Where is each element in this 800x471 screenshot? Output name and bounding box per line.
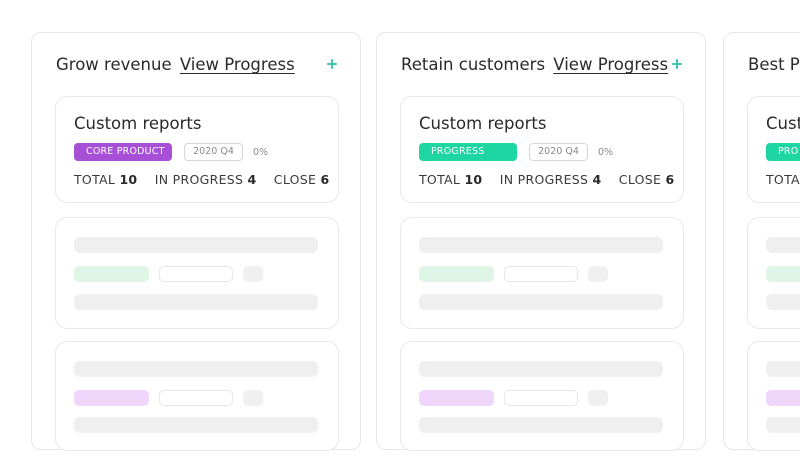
view-progress-link[interactable]: View Progress [553, 55, 669, 74]
placeholder-line [766, 237, 800, 253]
placeholder-chip [74, 390, 149, 406]
quarter-tag: 2020 Q4 [529, 143, 588, 161]
column-title: Retain customers [401, 55, 546, 74]
report-card[interactable]: Cust PRO TOTA [747, 96, 800, 203]
column-title: Best P [748, 55, 800, 74]
placeholder-chip [419, 266, 494, 282]
placeholder-small [243, 390, 263, 406]
tag-row: PROGRESS 2020 Q4 0% [419, 143, 613, 161]
tag-row: PRO [766, 143, 800, 161]
placeholder-outline [159, 390, 233, 406]
report-card[interactable]: Custom reports CORE PRODUCT 2020 Q4 0% T… [55, 96, 339, 203]
placeholder-card [55, 341, 339, 451]
goal-column-grow-revenue: Grow revenue View Progress Custom report… [31, 32, 361, 451]
column-header: Best P [748, 55, 800, 81]
card-title: Custom reports [419, 114, 547, 133]
stat-total: TOTAL 10 [74, 172, 138, 187]
progress-percent: 0% [598, 146, 614, 158]
goal-column-partial: Best P Cust PRO TOTA [723, 32, 800, 451]
placeholder-line [74, 237, 318, 253]
status-badge: PROGRESS [419, 143, 517, 161]
placeholder-outline [504, 390, 578, 406]
placeholder-card [747, 217, 800, 329]
stat-in-progress: IN PROGRESS 4 [499, 172, 602, 187]
view-progress-link[interactable]: View Progress [179, 55, 295, 74]
placeholder-chip [419, 390, 494, 406]
placeholder-small [588, 266, 608, 282]
report-card[interactable]: Custom reports PROGRESS 2020 Q4 0% TOTAL… [400, 96, 684, 203]
column-title: Grow revenue [56, 55, 172, 74]
placeholder-chip [74, 266, 149, 282]
plus-icon[interactable] [669, 56, 685, 72]
placeholder-small [243, 266, 263, 282]
card-title: Custom reports [74, 114, 202, 133]
card-stats: TOTAL 10 IN PROGRESS 4 CLOSE 6 [419, 172, 688, 187]
tag-row: CORE PRODUCT 2020 Q4 0% [74, 143, 268, 161]
stat-in-progress: IN PROGRESS 4 [154, 172, 257, 187]
plus-icon[interactable] [324, 56, 340, 72]
placeholder-chip [766, 266, 800, 282]
placeholder-outline [504, 266, 578, 282]
stat-total: TOTAL 10 [419, 172, 483, 187]
quarter-tag: 2020 Q4 [184, 143, 243, 161]
card-title: Cust [766, 114, 800, 133]
column-header: Retain customers View Progress [401, 55, 685, 81]
placeholder-line [419, 417, 663, 433]
status-badge: PRO [766, 143, 800, 161]
goal-column-retain-customers: Retain customers View Progress Custom re… [376, 32, 706, 451]
placeholder-small [588, 390, 608, 406]
placeholder-card [400, 341, 684, 451]
placeholder-card [747, 341, 800, 451]
placeholder-line [74, 294, 318, 310]
column-header: Grow revenue View Progress [56, 55, 340, 81]
stat-close: CLOSE 6 [273, 172, 330, 187]
placeholder-line [766, 417, 800, 433]
category-badge: CORE PRODUCT [74, 143, 172, 161]
placeholder-line [74, 361, 318, 377]
placeholder-chip [766, 390, 800, 406]
placeholder-line [419, 361, 663, 377]
placeholder-line [419, 294, 663, 310]
placeholder-line [419, 237, 663, 253]
placeholder-card [55, 217, 339, 329]
card-stats: TOTA [766, 172, 800, 187]
placeholder-line [766, 361, 800, 377]
placeholder-outline [159, 266, 233, 282]
placeholder-card [400, 217, 684, 329]
progress-percent: 0% [253, 146, 269, 158]
stat-total: TOTA [766, 172, 800, 187]
placeholder-line [766, 294, 800, 310]
placeholder-line [74, 417, 318, 433]
stat-close: CLOSE 6 [618, 172, 675, 187]
card-stats: TOTAL 10 IN PROGRESS 4 CLOSE 6 [74, 172, 343, 187]
